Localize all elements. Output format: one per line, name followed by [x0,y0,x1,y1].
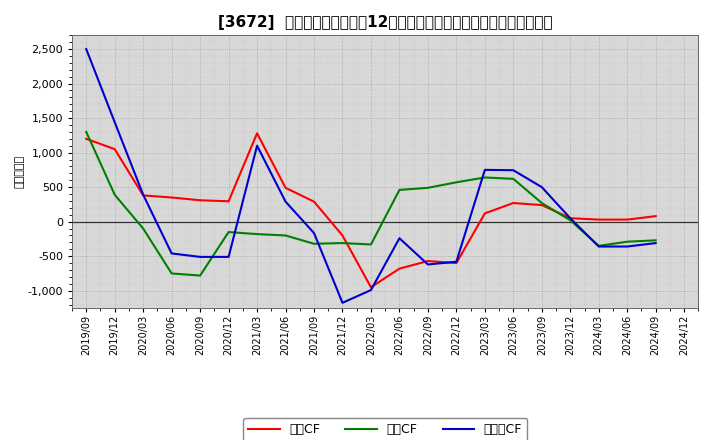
投資CF [480,175,489,180]
フリーCF [509,168,518,173]
営業CF [595,217,603,222]
投資CF [452,180,461,185]
投資CF [110,192,119,198]
フリーCF [338,300,347,305]
営業CF [82,136,91,141]
投資CF [310,241,318,246]
営業CF [310,199,318,204]
営業CF [225,198,233,204]
投資CF [595,243,603,249]
投資CF [366,242,375,247]
営業CF [167,195,176,200]
投資CF [82,129,91,135]
営業CF [537,202,546,208]
フリーCF [196,254,204,260]
営業CF [110,147,119,152]
フリーCF [395,235,404,241]
営業CF [282,185,290,191]
営業CF [652,213,660,219]
投資CF [196,273,204,278]
投資CF [282,233,290,238]
営業CF [452,260,461,266]
Y-axis label: （百万円）: （百万円） [14,155,24,188]
フリーCF [82,46,91,51]
営業CF [480,211,489,216]
フリーCF [595,244,603,249]
営業CF [338,233,347,238]
フリーCF [537,184,546,190]
営業CF [623,217,631,222]
投資CF [623,239,631,244]
フリーCF [139,192,148,198]
投資CF [652,238,660,243]
フリーCF [110,120,119,125]
フリーCF [225,254,233,260]
投資CF [566,218,575,223]
フリーCF [480,167,489,172]
フリーCF [566,216,575,221]
フリーCF [310,231,318,236]
営業CF [139,193,148,198]
投資CF [395,187,404,193]
投資CF [509,176,518,181]
Legend: 営業CF, 投資CF, フリーCF: 営業CF, 投資CF, フリーCF [243,418,527,440]
投資CF [537,200,546,205]
営業CF [253,131,261,136]
営業CF [196,198,204,203]
投資CF [139,226,148,231]
フリーCF [452,259,461,264]
投資CF [423,185,432,191]
フリーCF [282,199,290,204]
Line: フリーCF: フリーCF [86,49,656,303]
フリーCF [253,143,261,148]
Line: 営業CF: 営業CF [86,133,656,287]
フリーCF [167,251,176,256]
投資CF [167,271,176,276]
営業CF [566,216,575,221]
営業CF [366,285,375,290]
営業CF [423,258,432,264]
フリーCF [423,262,432,267]
投資CF [253,231,261,237]
フリーCF [623,244,631,249]
フリーCF [652,240,660,246]
投資CF [225,229,233,235]
投資CF [338,240,347,246]
フリーCF [366,287,375,293]
営業CF [395,266,404,271]
Line: 投資CF: 投資CF [86,132,656,275]
営業CF [509,200,518,205]
Title: [3672]  キャッシュフローの12か月移動合計の対前年同期増減額の推移: [3672] キャッシュフローの12か月移動合計の対前年同期増減額の推移 [218,15,552,30]
